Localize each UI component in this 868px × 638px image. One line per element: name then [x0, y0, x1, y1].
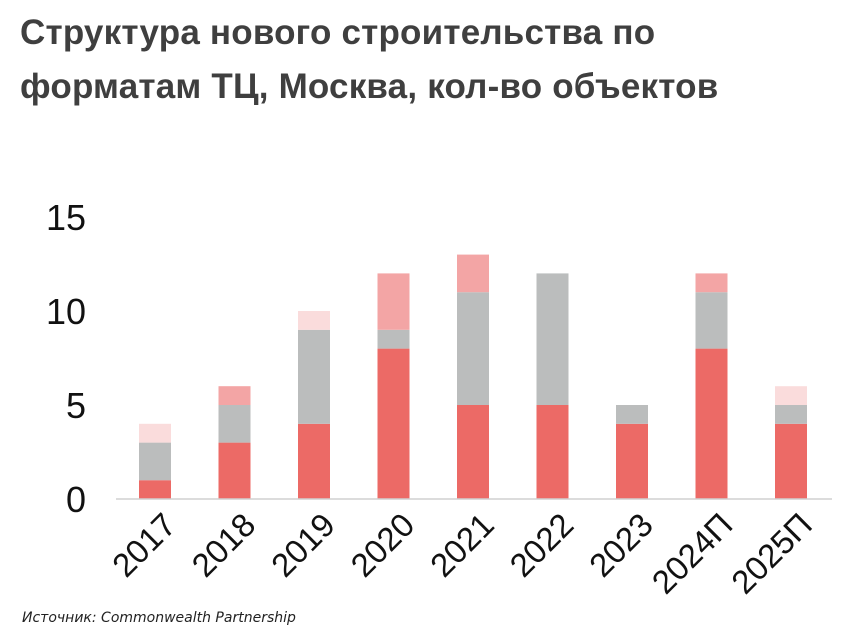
bar-2020-segment-2 — [377, 329, 410, 349]
bar-2023-segment-1 — [616, 423, 648, 499]
bar-2023-segment-2 — [616, 405, 648, 424]
x-tick-label: 2020 — [343, 506, 421, 584]
bar-2019-segment-2 — [298, 329, 330, 424]
bar-chart: 0 5 10 15 2017 2018 2019 2020 2021 2022 20232024П… — [46, 197, 832, 600]
bar-2018-segment-2 — [218, 405, 251, 443]
bar-2024П-segment-1 — [695, 348, 728, 499]
bar-2018-segment-1 — [218, 442, 251, 499]
bar-2020-segment-1 — [377, 348, 410, 499]
x-tick-label: 2021 — [423, 506, 501, 584]
chart-title-line-1: Структура нового строительства по — [20, 13, 656, 52]
bar-2017-segment-1 — [139, 480, 171, 499]
x-tick-label: 2019 — [264, 506, 342, 584]
bar-2021-segment-3 — [457, 254, 489, 293]
bar-2025П-segment-4 — [775, 386, 807, 405]
chart-title: Структура нового строительства по формат… — [20, 6, 860, 114]
x-tick-label: 2022 — [502, 506, 580, 584]
bar-2024П-segment-2 — [695, 292, 728, 349]
bar-2025П-segment-2 — [775, 405, 807, 424]
y-tick-label: 15 — [46, 197, 86, 238]
source-note: Источник: Commonwealth Partnership — [22, 610, 296, 626]
bar-2019-segment-1 — [298, 423, 330, 499]
bars-group — [139, 254, 807, 499]
bar-2021-segment-1 — [457, 405, 489, 499]
y-tick-label: 5 — [66, 385, 86, 426]
chart-title-line-2: форматам ТЦ, Москва, кол-во объектов — [20, 67, 719, 106]
bar-2021-segment-2 — [457, 292, 489, 405]
bar-2019-segment-4 — [298, 311, 330, 330]
bar-2022-segment-2 — [536, 273, 569, 405]
bar-2018-segment-3 — [218, 386, 251, 405]
x-tick-label: 2017 — [105, 506, 183, 584]
y-tick-label: 10 — [46, 291, 86, 332]
bar-2025П-segment-1 — [775, 423, 807, 499]
bar-2017-segment-4 — [139, 423, 171, 443]
y-tick-label: 0 — [66, 479, 86, 520]
x-tick-label: 2018 — [184, 506, 262, 584]
bar-2017-segment-2 — [139, 442, 171, 481]
bar-2024П-segment-3 — [695, 273, 728, 293]
y-tick-labels: 0 5 10 15 — [46, 197, 86, 520]
bar-2020-segment-3 — [377, 273, 410, 330]
bar-2022-segment-1 — [536, 405, 569, 499]
x-tick-label: 2024П — [645, 506, 740, 600]
x-tick-label: 2025П — [724, 506, 819, 600]
